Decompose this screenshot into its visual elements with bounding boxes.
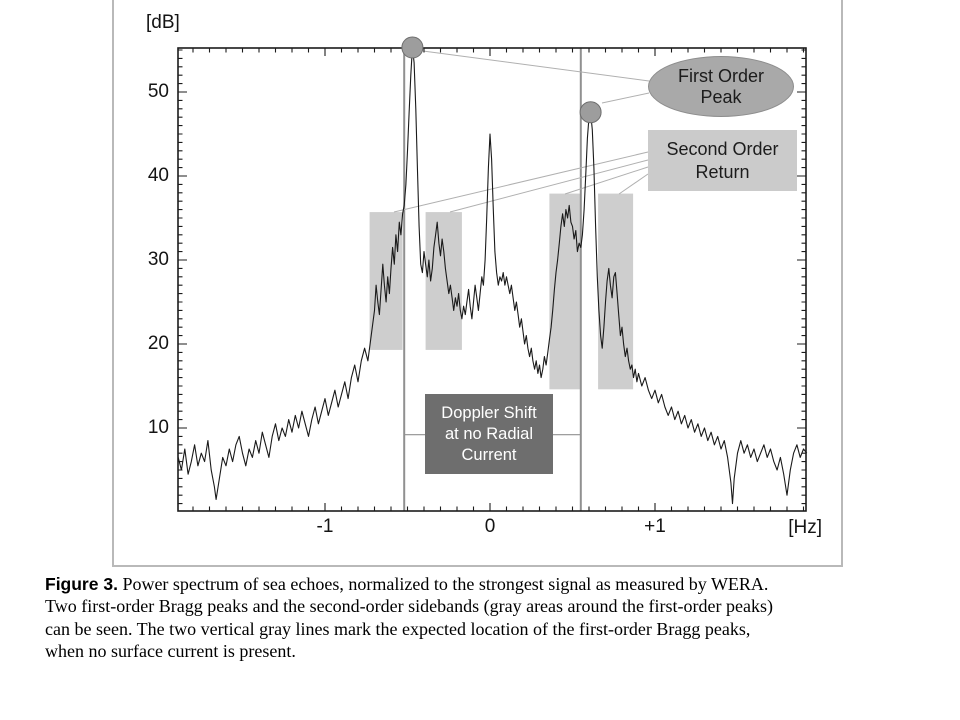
second-order-return-callout-line1: Second Order	[666, 138, 779, 159]
x-axis-unit-label: [Hz]	[788, 517, 822, 538]
plot-axes-box	[177, 47, 807, 512]
first-order-peak-callout: First Order Peak	[648, 56, 794, 117]
caption-line1-text: Power spectrum of sea echoes, normalized…	[117, 574, 769, 594]
doppler-shift-label-line2: at no Radial	[444, 424, 534, 443]
figure-caption: Figure 3. Power spectrum of sea echoes, …	[45, 573, 927, 663]
y-tick-label: 10	[147, 417, 169, 438]
callout-line	[422, 50, 650, 82]
spectrum-plot	[177, 36, 808, 512]
callout-line	[618, 173, 649, 195]
second-order-return-callout-line2: Return	[695, 161, 750, 182]
spectrum-curve	[177, 46, 808, 505]
second-order-band	[425, 212, 462, 350]
x-tick-label: 0	[484, 516, 496, 537]
peak-marker	[401, 36, 424, 59]
callout-line	[449, 159, 649, 213]
doppler-shift-label-line1: Doppler Shift	[441, 403, 537, 422]
figure-frame-border-bottom	[112, 565, 843, 567]
second-order-return-callout: Second Order Return	[648, 130, 797, 191]
peak-marker	[579, 101, 602, 124]
second-order-band	[369, 212, 403, 350]
callout-line	[601, 92, 650, 104]
x-tick-label: -1	[316, 516, 334, 537]
caption-line: can be seen. The two vertical gray lines…	[45, 618, 751, 639]
caption-line: Figure 3. Power spectrum of sea echoes, …	[45, 573, 927, 595]
second-order-band	[598, 193, 634, 390]
doppler-shift-label: Doppler Shift at no Radial Current	[425, 394, 553, 474]
callout-line	[393, 151, 649, 213]
axis-ticks	[178, 48, 806, 511]
first-order-peak-callout-line2: Peak	[700, 86, 742, 107]
first-order-peak-callout-line1: First Order	[677, 65, 764, 86]
y-axis-unit-label: [dB]	[146, 12, 180, 33]
callout-line	[564, 166, 649, 195]
y-tick-label: 50	[147, 81, 169, 102]
figure-frame-border-left	[112, 0, 114, 566]
figure-frame: [dB] 50 40 30 20 10 -1 0 +1 [Hz] First Order P…	[113, 0, 842, 566]
y-tick-label: 40	[147, 165, 169, 186]
x-tick-label: +1	[644, 516, 666, 537]
y-tick-label: 30	[147, 249, 169, 270]
y-tick-label: 20	[147, 333, 169, 354]
caption-figure-label: Figure 3.	[45, 574, 118, 594]
figure-frame-border-right	[841, 0, 843, 566]
caption-line: Two first-order Bragg peaks and the seco…	[45, 596, 773, 617]
doppler-shift-label-line3: Current	[461, 445, 517, 464]
caption-line: when no surface current is present.	[45, 641, 296, 662]
